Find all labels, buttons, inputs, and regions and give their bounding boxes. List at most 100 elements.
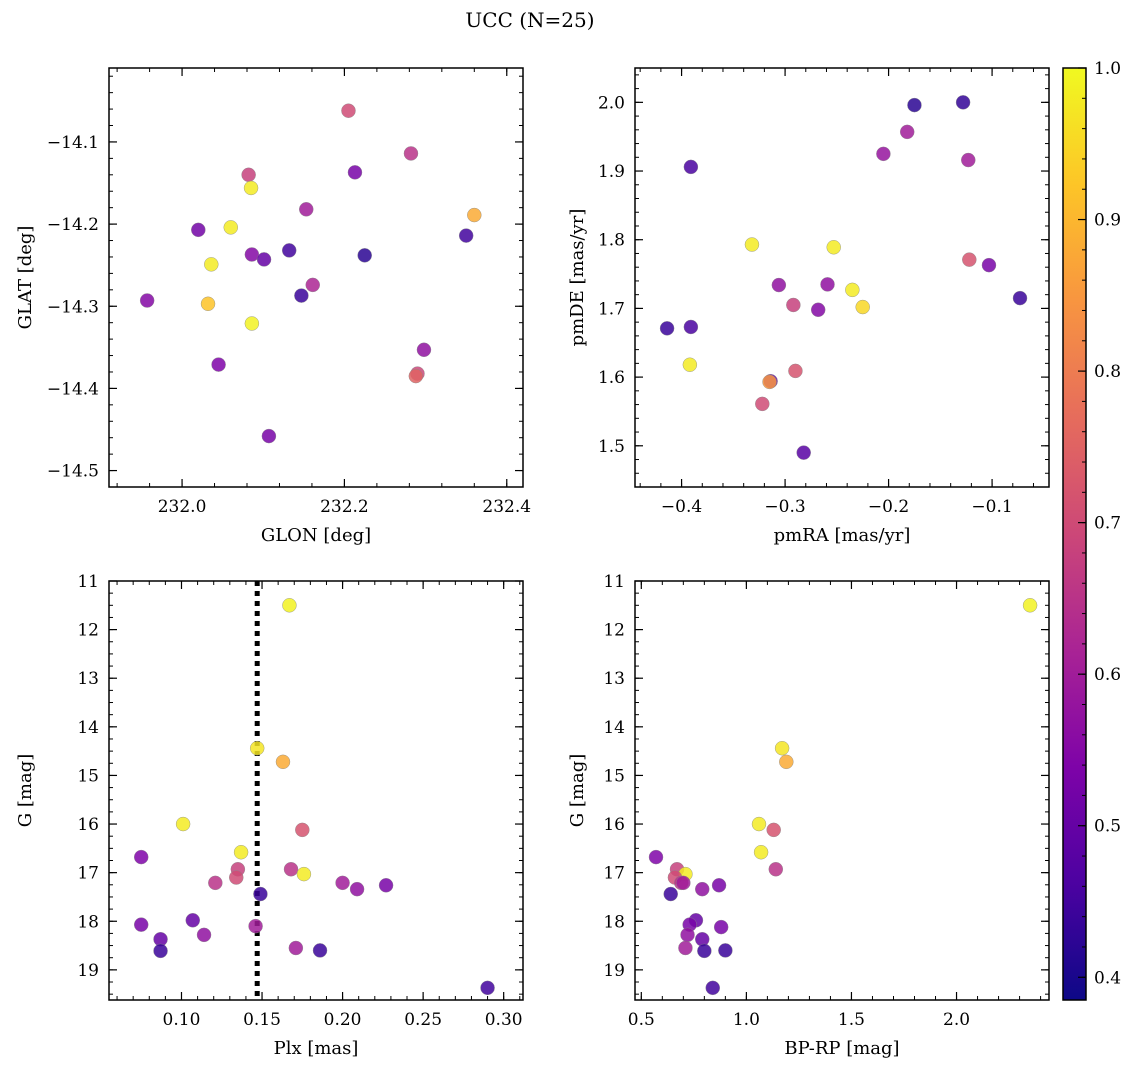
data-point <box>753 845 769 860</box>
data-point <box>253 886 268 902</box>
panels: 232.0 232.2 232.4 −14.1 −14.2 −14.3 −14.4 −14.5… <box>15 67 1050 1059</box>
data-point <box>208 875 223 891</box>
y-axis-label: G [mag] <box>567 754 588 827</box>
data-point <box>275 754 291 770</box>
x-axis-label: pmRA [mas/yr] <box>774 525 911 546</box>
x-tick-label: 0.10 <box>163 1010 201 1030</box>
data-point <box>458 228 474 243</box>
data-point <box>876 146 891 162</box>
data-point <box>223 220 238 235</box>
data-point <box>855 299 870 315</box>
data-point <box>256 252 272 267</box>
data-point <box>788 363 803 379</box>
data-point <box>711 878 727 893</box>
data-point <box>403 146 419 161</box>
data-point <box>480 980 495 996</box>
y-tick-label: 2.0 <box>598 93 625 113</box>
y-tick-label: 12 <box>603 621 625 641</box>
data-point <box>357 248 372 263</box>
data-point <box>282 243 297 258</box>
y-tick-label: 13 <box>603 669 625 689</box>
data-point <box>648 849 664 865</box>
y-axis-label: GLAT [deg] <box>15 226 36 330</box>
colorbar-gradient <box>1063 68 1086 1000</box>
y-axis-label: G [mag] <box>15 754 36 827</box>
data-point <box>810 302 826 317</box>
data-point <box>713 919 729 935</box>
y-tick-label: 1.7 <box>598 299 625 319</box>
data-point <box>134 917 149 932</box>
data-point <box>299 202 314 217</box>
data-point <box>296 866 312 882</box>
x-tick-label: 232.0 <box>158 497 207 517</box>
data-point <box>676 875 691 891</box>
data-point <box>282 598 297 613</box>
x-tick-label: 0.5 <box>628 1010 655 1030</box>
data-point <box>774 741 790 756</box>
y-tick-label: 13 <box>77 669 99 689</box>
data-point <box>962 252 977 267</box>
data-point <box>766 822 781 838</box>
data-point <box>705 980 720 996</box>
colorbar: 0.4 0.5 0.6 0.7 0.8 0.9 1.0 <box>1062 59 1121 1001</box>
y-tick-label: 1.9 <box>598 162 625 182</box>
panel-1: 232.0 232.2 232.4 −14.1 −14.2 −14.3 −14.4 −14.5… <box>15 67 531 546</box>
data-point <box>678 940 693 956</box>
colorbar-tick-label: 0.9 <box>1094 211 1121 231</box>
y-tick-label: 16 <box>603 815 625 835</box>
y-tick-label: 1.8 <box>598 231 625 251</box>
data-point <box>196 927 212 943</box>
data-point <box>768 862 784 877</box>
y-tick-label: 11 <box>77 572 99 592</box>
data-point <box>697 943 712 959</box>
panel-3: 0.10 0.15 0.20 0.25 0.30 11 12 13 14 15 16 17 18 19 Pl… <box>15 572 524 1059</box>
y-tick-label: 18 <box>77 912 99 932</box>
data-point <box>408 368 424 384</box>
data-point <box>305 277 320 293</box>
data-point <box>683 159 699 175</box>
data-point <box>779 754 794 770</box>
data-point <box>786 297 801 313</box>
data-point <box>211 357 226 372</box>
x-tick-label: −0.1 <box>971 497 1012 517</box>
x-tick-label: 0.15 <box>243 1010 281 1030</box>
data-point <box>283 862 299 877</box>
data-point <box>683 319 699 335</box>
y-tick-label: −14.4 <box>47 379 99 399</box>
colorbar-tick-label: 1.0 <box>1094 59 1121 79</box>
x-tick-label: 232.4 <box>482 497 531 517</box>
y-tick-label: 15 <box>77 766 99 786</box>
data-point <box>241 167 256 183</box>
data-point <box>796 445 811 460</box>
y-tick-label: −14.5 <box>47 462 99 482</box>
x-tick-label: 0.25 <box>404 1010 442 1030</box>
x-tick-label: 2.0 <box>943 1010 970 1030</box>
x-tick-label: −0.3 <box>764 497 805 517</box>
data-point <box>695 881 710 897</box>
data-point <box>378 878 394 893</box>
axes-frame <box>634 580 1050 1001</box>
data-point <box>233 845 249 860</box>
data-point <box>153 943 168 959</box>
data-point <box>185 913 200 928</box>
x-tick-label: 1.0 <box>733 1010 760 1030</box>
y-tick-label: 14 <box>77 718 99 738</box>
data-point <box>250 741 265 756</box>
panel-2: −0.4 −0.3 −0.2 −0.1 1.5 1.6 1.7 1.8 1.9 2.0 pmRA [… <box>567 67 1050 546</box>
y-axis-label: pmDE [mas/yr] <box>567 209 588 347</box>
data-point <box>663 886 678 902</box>
y-tick-label: −14.2 <box>47 215 99 235</box>
colorbar-frame <box>1062 67 1087 1001</box>
data-point <box>416 342 432 357</box>
data-point <box>341 103 356 118</box>
x-tick-label: −0.4 <box>661 497 702 517</box>
data-point <box>288 940 304 956</box>
data-point <box>680 927 695 943</box>
y-tick-label: 18 <box>603 912 625 932</box>
data-point <box>139 293 155 308</box>
data-point <box>204 257 219 272</box>
colorbar-tick-label: 0.5 <box>1094 817 1121 837</box>
data-point <box>248 918 263 934</box>
y-tick-label: 19 <box>603 961 625 981</box>
